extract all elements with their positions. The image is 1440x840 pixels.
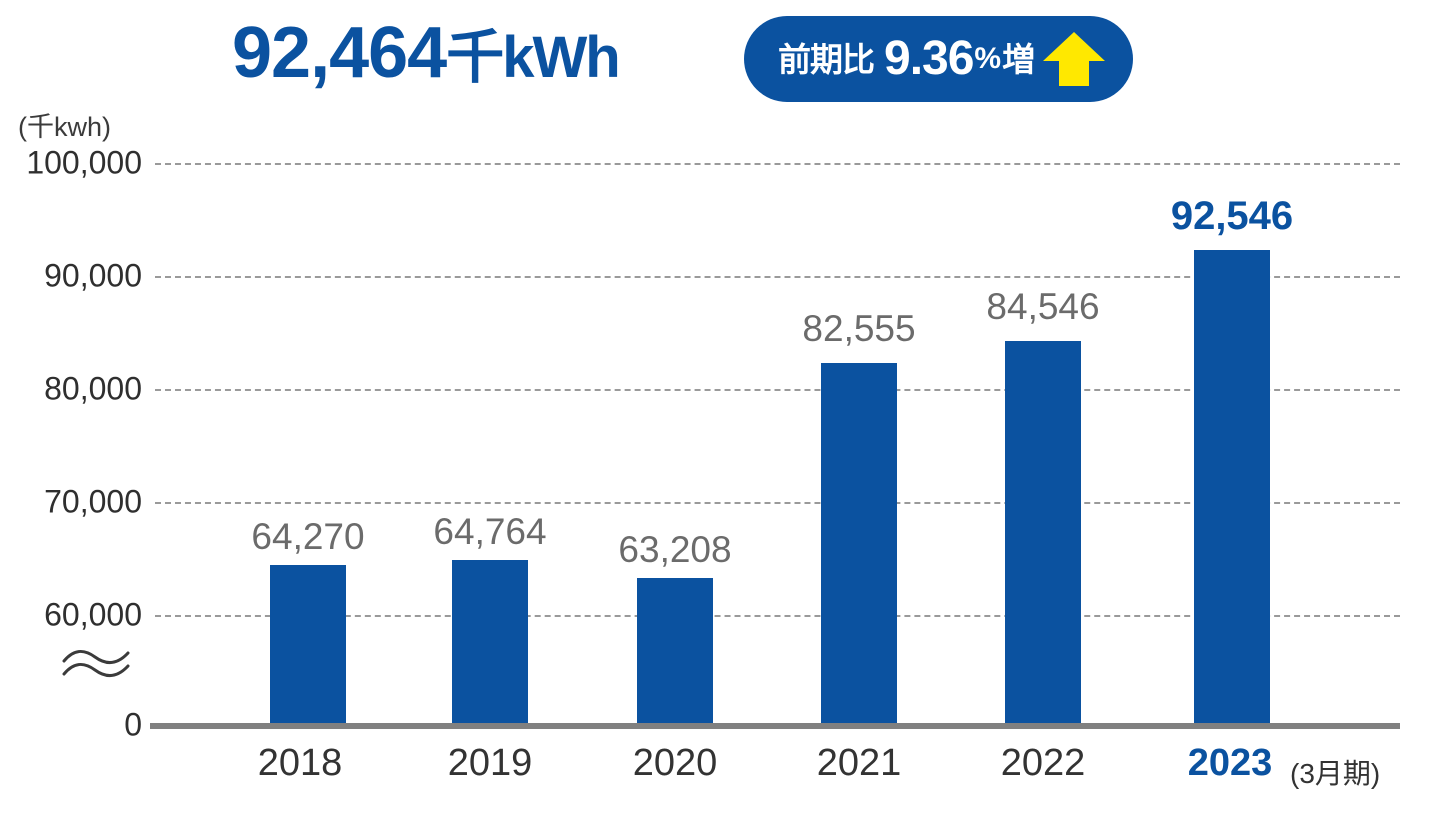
- axis-break-squiggle-icon: [62, 648, 132, 682]
- header: 92,464千kWh 前期比 9.36 % 増: [0, 0, 1440, 120]
- bar-2018: [270, 565, 346, 723]
- y-tick-label: 90,000: [44, 257, 142, 294]
- x-tick-label-2020: 2020: [632, 742, 718, 784]
- x-tick-label-2023: 2023: [1187, 742, 1273, 784]
- bar-2020: [637, 578, 713, 723]
- gridline: [155, 276, 1400, 278]
- x-tick-label-2022: 2022: [1000, 742, 1086, 784]
- x-tick-label-2019: 2019: [447, 742, 533, 784]
- badge-suffix-label: 増: [1002, 40, 1036, 78]
- bar-value-label-2023: 92,546: [1170, 194, 1294, 238]
- bar-value-label-2018: 64,270: [251, 516, 365, 557]
- gridline: [155, 615, 1400, 617]
- y-tick-label: 80,000: [44, 370, 142, 407]
- gridline: [155, 163, 1400, 165]
- x-axis-baseline: [150, 723, 1400, 729]
- x-axis-period-suffix: (3月期): [1290, 758, 1381, 789]
- y-axis-unit-label: (千kwh): [18, 112, 111, 142]
- gridline: [155, 389, 1400, 391]
- bar-2022: [1005, 341, 1081, 723]
- y-tick-label: 100,000: [26, 144, 142, 181]
- x-tick-label-2021: 2021: [816, 742, 902, 784]
- headline-unit: 千kWh: [446, 25, 620, 90]
- bar-value-label-2020: 63,208: [618, 529, 732, 570]
- badge-percent-value: 9.36: [884, 32, 974, 85]
- bar-value-label-2019: 64,764: [433, 511, 547, 552]
- y-axis: 100,000 90,000 80,000 70,000 60,000 0: [0, 0, 142, 840]
- gridline: [155, 502, 1400, 504]
- y-tick-label: 0: [124, 706, 142, 743]
- status-badge: 前期比 9.36 % 増: [744, 16, 1134, 102]
- y-tick-label: 60,000: [44, 596, 142, 633]
- badge-percent-sign: %: [974, 42, 1002, 75]
- bar-2023: [1194, 250, 1270, 723]
- y-tick-label: 70,000: [44, 483, 142, 520]
- x-tick-label-2018: 2018: [257, 742, 343, 784]
- bar-2019: [452, 560, 528, 723]
- badge-prefix-label: 前期比: [778, 40, 875, 78]
- page-title: 92,464千kWh: [232, 17, 621, 90]
- up-arrow-icon: [1041, 30, 1107, 88]
- bar-2021: [821, 363, 897, 723]
- bar-value-label-2022: 84,546: [986, 286, 1100, 327]
- headline-value: 92,464: [232, 13, 447, 93]
- bar-value-label-2021: 82,555: [802, 308, 916, 349]
